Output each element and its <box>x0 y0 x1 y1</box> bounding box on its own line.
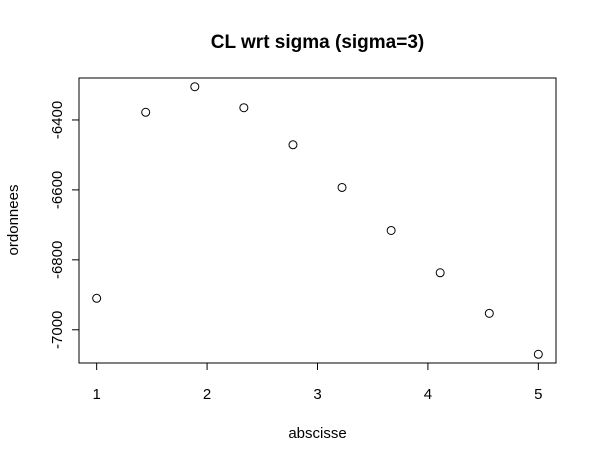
y-axis-label: ordonnees <box>5 185 22 256</box>
data-point <box>386 225 396 235</box>
x-tick-label: 3 <box>313 386 321 403</box>
y-tick-label: -6600 <box>49 171 66 209</box>
y-tick-label: -7000 <box>49 311 66 349</box>
plot-frame <box>78 77 557 364</box>
y-axis: -7000 -6800 -6600 -6400 <box>49 101 80 349</box>
data-point <box>533 349 543 359</box>
data-point <box>239 103 249 113</box>
x-axis-label: abscisse <box>288 425 346 442</box>
y-tick-label: -6800 <box>49 241 66 279</box>
x-tick-label: 4 <box>424 386 432 403</box>
data-point <box>190 82 200 92</box>
data-point <box>92 293 102 303</box>
x-tick-label: 2 <box>203 386 211 403</box>
data-point <box>484 308 494 318</box>
data-point <box>337 182 347 192</box>
chart-title: CL wrt sigma (sigma=3) <box>211 32 424 53</box>
x-tick-label: 5 <box>534 386 542 403</box>
data-point <box>141 107 151 117</box>
x-axis: 1 2 3 4 5 <box>92 362 543 403</box>
x-tick-label: 1 <box>92 386 100 403</box>
data-points <box>92 82 543 359</box>
data-point <box>435 268 445 278</box>
y-tick-label: -6400 <box>49 101 66 139</box>
data-point <box>288 140 298 150</box>
